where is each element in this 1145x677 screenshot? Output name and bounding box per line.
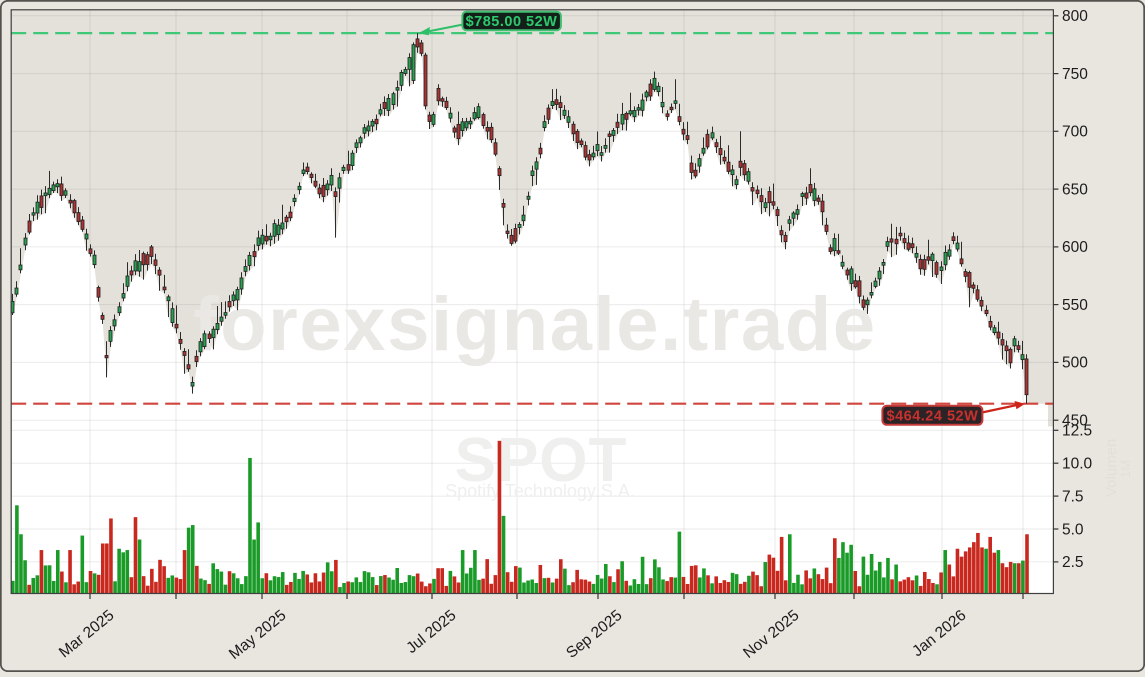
svg-text:700: 700 <box>1062 124 1088 141</box>
svg-text:750: 750 <box>1062 66 1088 83</box>
svg-text:650: 650 <box>1062 181 1088 198</box>
svg-text:550: 550 <box>1062 297 1088 314</box>
svg-text:Volumen: Volumen <box>1103 439 1120 497</box>
svg-text:5.0: 5.0 <box>1062 521 1084 538</box>
svg-text:Spotify Technology S.A.: Spotify Technology S.A. <box>445 481 635 501</box>
svg-text:600: 600 <box>1062 239 1088 256</box>
svg-text:800: 800 <box>1062 8 1088 25</box>
svg-text:12.5: 12.5 <box>1062 423 1092 440</box>
svg-text:450: 450 <box>1062 413 1088 430</box>
svg-text:$464.24 52W: $464.24 52W <box>887 409 979 425</box>
svg-text:10.0: 10.0 <box>1062 456 1093 473</box>
svg-text:7.5: 7.5 <box>1062 488 1084 505</box>
svg-text:forexsignale.trade: forexsignale.trade <box>193 282 876 367</box>
svg-text:500: 500 <box>1062 355 1088 372</box>
svg-text:2.5: 2.5 <box>1062 554 1084 571</box>
svg-text:1M: 1M <box>1118 460 1133 478</box>
svg-text:$785.00 52W: $785.00 52W <box>466 14 558 30</box>
svg-text:SPOT: SPOT <box>455 426 628 495</box>
